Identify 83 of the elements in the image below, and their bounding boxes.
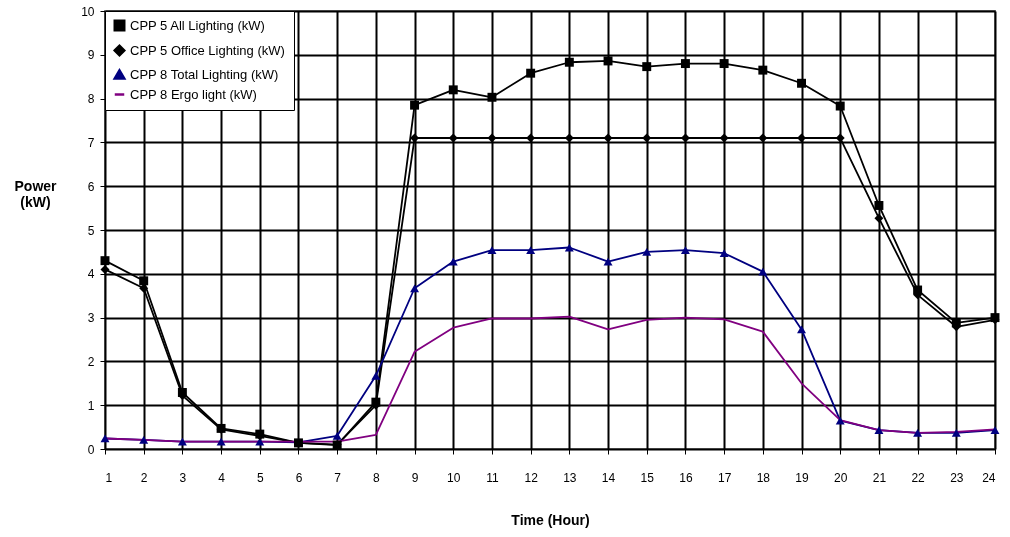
- legend-label: CPP 5 All Lighting (kW): [130, 17, 265, 33]
- point: [874, 426, 884, 435]
- x-tick-label: 20: [834, 470, 848, 485]
- point: [603, 56, 613, 66]
- point: [913, 428, 923, 437]
- point: [410, 284, 420, 293]
- point: [526, 68, 536, 78]
- y-tick-label: 0: [87, 442, 95, 457]
- legend-label: CPP 5 Office Lighting (kW): [130, 42, 285, 58]
- point: [874, 201, 884, 210]
- x-tick-label: 19: [795, 470, 810, 485]
- x-tick-label: 18: [756, 470, 771, 485]
- point: [487, 92, 497, 102]
- x-tick-label: 16: [679, 470, 693, 485]
- x-tick-label: 13: [563, 470, 577, 485]
- point: [100, 434, 110, 443]
- y-tick-label: 2: [87, 354, 95, 369]
- x-tick-label: 23: [950, 470, 964, 485]
- point: [951, 428, 961, 437]
- y-tick-label: 3: [87, 311, 95, 326]
- point: [177, 388, 187, 397]
- point: [487, 246, 497, 255]
- x-tick-label: 24: [982, 470, 996, 485]
- legend-label: CPP 8 Ergo light (kW): [130, 86, 257, 102]
- point: [797, 133, 806, 143]
- point: [564, 57, 574, 67]
- point: [410, 100, 420, 110]
- point: [835, 101, 845, 111]
- x-tick-label: 7: [334, 470, 342, 485]
- y-tick-label: 10: [81, 4, 95, 19]
- point: [797, 325, 806, 334]
- point: [719, 249, 729, 258]
- point: [642, 62, 652, 72]
- point: [719, 133, 729, 143]
- point: [758, 133, 768, 143]
- point: [448, 133, 458, 143]
- y-tick-label: 8: [87, 92, 95, 107]
- x-tick-label: 2: [140, 470, 148, 485]
- y-axis-title: Power (kW): [14, 177, 58, 210]
- point: [332, 440, 342, 450]
- x-tick-label: 11: [486, 470, 500, 485]
- x-axis-title: Time (Hour): [511, 511, 590, 528]
- x-tick-label: 15: [640, 470, 655, 485]
- point: [680, 246, 690, 255]
- x-tick-label: 12: [524, 470, 539, 485]
- point: [835, 133, 845, 143]
- x-tick-label: 5: [256, 470, 264, 485]
- x-tick-label: 10: [447, 470, 461, 485]
- x-tick-label: 4: [218, 470, 226, 485]
- x-tick-label: 3: [179, 470, 187, 485]
- point: [797, 78, 806, 88]
- point: [719, 59, 729, 69]
- x-tick-label: 1: [105, 470, 113, 485]
- point: [874, 213, 884, 223]
- x-tick-label: 21: [872, 470, 887, 485]
- y-tick-label: 4: [87, 267, 95, 282]
- x-tick-label: 9: [411, 470, 419, 485]
- point: [487, 133, 497, 143]
- point: [758, 65, 768, 75]
- x-tick-label: 14: [601, 470, 616, 485]
- legend-label: CPP 8 Total Lighting (kW): [130, 66, 279, 82]
- point: [100, 256, 110, 266]
- x-tick-label: 6: [295, 470, 303, 485]
- point: [448, 85, 458, 95]
- y-tick-label: 1: [87, 398, 95, 413]
- x-tick-label: 17: [717, 470, 732, 485]
- y-tick-label: 7: [87, 135, 95, 150]
- point: [990, 426, 1000, 435]
- point: [913, 285, 923, 295]
- point: [526, 246, 536, 255]
- point: [139, 435, 149, 444]
- point: [951, 318, 961, 328]
- point: [139, 276, 149, 286]
- x-tick-label: 8: [373, 470, 381, 485]
- point: [371, 371, 381, 380]
- x-tick-label: 22: [911, 470, 926, 485]
- y-tick-label: 6: [87, 179, 95, 194]
- point: [680, 59, 690, 69]
- y-tick-label: 9: [87, 48, 95, 63]
- point: [332, 431, 342, 440]
- point: [642, 248, 652, 256]
- point: [603, 133, 613, 143]
- y-tick-label: 5: [87, 223, 95, 238]
